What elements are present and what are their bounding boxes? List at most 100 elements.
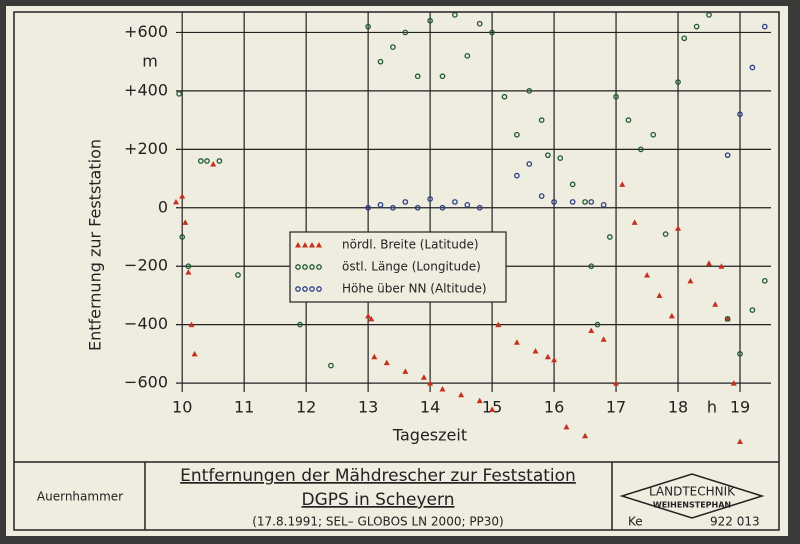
- point: [420, 374, 427, 380]
- x-tick-label: 12: [296, 398, 316, 417]
- point: [693, 23, 700, 30]
- point: [730, 380, 737, 386]
- x-tick-label: 10: [172, 398, 192, 417]
- point: [495, 321, 502, 328]
- x-tick-label: 18: [668, 398, 688, 417]
- point: [761, 23, 768, 30]
- point: [185, 269, 192, 275]
- point: [526, 161, 533, 167]
- point: [582, 199, 588, 205]
- legend-marker: [302, 286, 308, 292]
- point: [427, 380, 434, 386]
- point: [439, 204, 446, 211]
- point: [427, 17, 433, 24]
- point: [526, 88, 533, 94]
- point: [662, 231, 669, 237]
- legend-box: [289, 231, 507, 303]
- y-tick-label: +400: [124, 80, 168, 99]
- legend-marker: [295, 264, 301, 270]
- point: [514, 131, 520, 138]
- point: [706, 12, 712, 18]
- point: [390, 44, 396, 50]
- point: [706, 260, 713, 266]
- y-unit: m: [142, 52, 158, 71]
- x-tick-label: 19: [730, 398, 750, 417]
- x-tick-label: 11: [234, 398, 254, 417]
- point: [545, 152, 551, 159]
- footer-title: Entfernungen der Mähdrescher zur Feststa…: [180, 466, 576, 486]
- point: [414, 204, 421, 211]
- point: [675, 225, 682, 231]
- point: [365, 23, 371, 30]
- point: [668, 312, 675, 319]
- point: [476, 20, 483, 27]
- y-tick-label: −400: [124, 314, 168, 333]
- author: Auernhammer: [37, 490, 123, 504]
- point: [538, 193, 545, 199]
- legend-marker: [295, 286, 301, 292]
- frame: [13, 11, 780, 531]
- point: [179, 234, 186, 240]
- point: [724, 152, 731, 159]
- legend-label: östl. Länge (Longitude): [342, 260, 481, 274]
- point: [514, 172, 520, 179]
- point: [712, 301, 719, 307]
- point: [368, 315, 375, 322]
- point: [402, 199, 409, 205]
- point: [402, 368, 409, 374]
- point: [365, 312, 372, 319]
- point: [371, 353, 378, 360]
- point: [513, 339, 520, 345]
- point: [383, 359, 390, 366]
- point: [761, 277, 768, 284]
- x-tick-label: 16: [544, 398, 564, 417]
- point: [414, 73, 421, 80]
- x-tick-label: 17: [606, 398, 626, 417]
- point: [216, 158, 223, 164]
- point: [464, 52, 471, 59]
- point: [427, 196, 433, 202]
- point: [637, 146, 644, 153]
- point: [489, 406, 496, 412]
- footer-subtitle: (17.8.1991; SEL– GLOBOS LN 2000; PP30): [252, 515, 504, 529]
- point: [458, 391, 465, 398]
- legend-marker: [302, 264, 308, 270]
- point: [600, 202, 607, 208]
- point: [613, 380, 620, 386]
- point: [551, 356, 558, 363]
- point: [619, 181, 626, 187]
- point: [538, 117, 545, 123]
- point: [464, 202, 471, 208]
- legend-marker: [316, 264, 322, 270]
- legend-marker: [295, 242, 301, 248]
- point: [489, 29, 495, 36]
- x-tick-label: 14: [420, 398, 440, 417]
- point: [188, 321, 195, 328]
- x-unit: h: [707, 398, 717, 417]
- legend-marker: [316, 242, 322, 248]
- point: [588, 199, 595, 205]
- point: [297, 321, 303, 328]
- point: [681, 35, 688, 42]
- point: [687, 277, 694, 284]
- x-axis-label: Tageszeit: [392, 426, 467, 445]
- point: [182, 219, 189, 225]
- point: [737, 351, 743, 357]
- point: [476, 204, 483, 211]
- point: [594, 321, 601, 328]
- legend-marker: [309, 242, 315, 248]
- point: [390, 204, 396, 211]
- point: [439, 385, 446, 392]
- legend-marker: [302, 242, 308, 248]
- y-tick-label: −600: [124, 373, 168, 392]
- logo-text: WEIHENSTEPHAN: [653, 501, 731, 510]
- point: [588, 263, 595, 270]
- point: [532, 347, 539, 354]
- point: [365, 204, 371, 211]
- point: [191, 350, 198, 357]
- point: [625, 117, 632, 123]
- point: [644, 271, 651, 278]
- number: 922 013: [710, 515, 760, 529]
- point: [600, 336, 607, 342]
